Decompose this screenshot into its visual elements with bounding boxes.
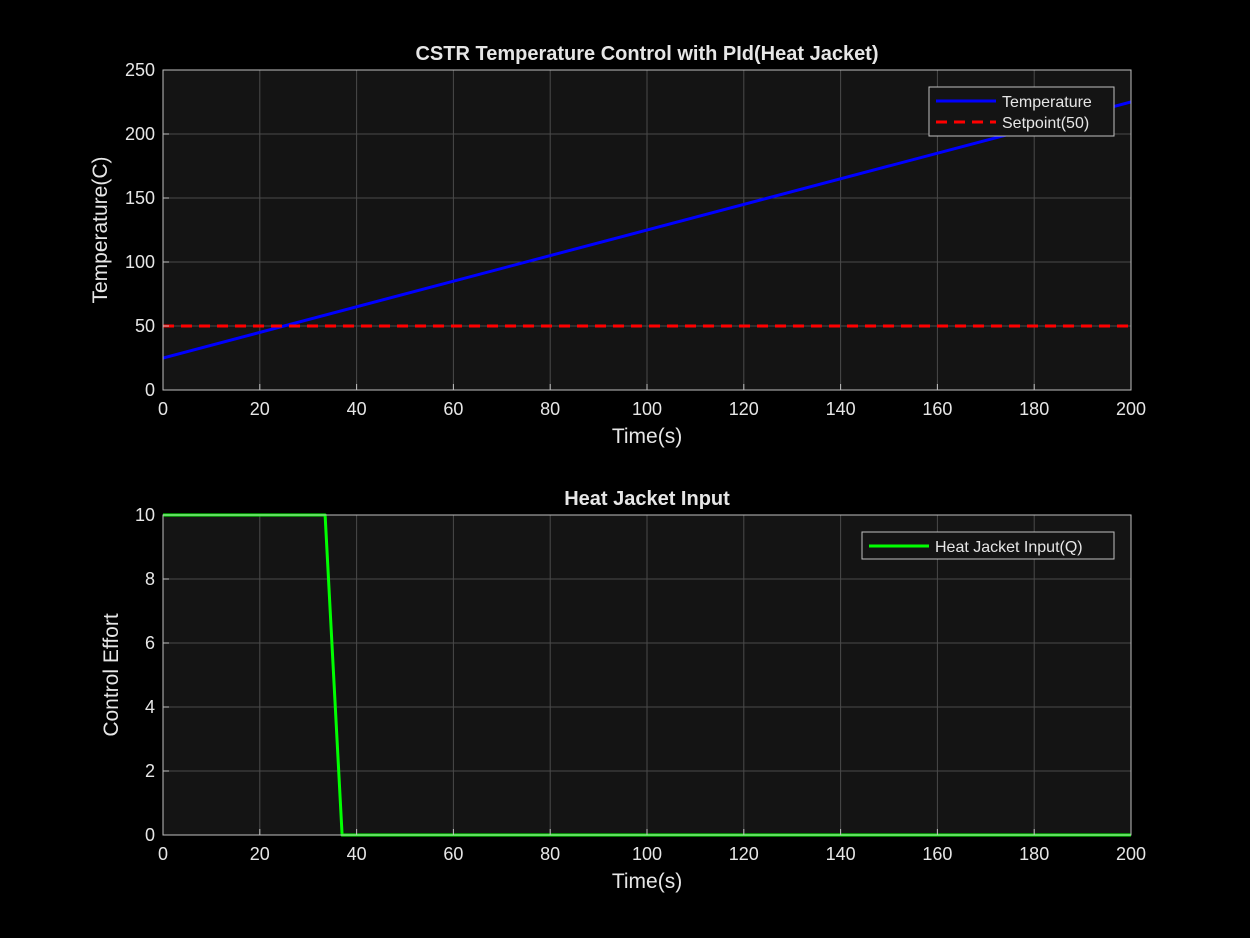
y-tick-label: 2 [145, 761, 155, 781]
legend-entry: Setpoint(50) [1002, 115, 1089, 132]
x-tick-label: 40 [347, 844, 367, 864]
y-tick-label: 150 [125, 188, 155, 208]
y-axis-label: Control Effort [100, 613, 123, 736]
x-tick-label: 160 [922, 844, 952, 864]
x-tick-label: 120 [729, 399, 759, 419]
series-line-temperature [163, 100, 1131, 360]
y-tick-label: 250 [125, 60, 155, 80]
x-tick-label: 80 [540, 844, 560, 864]
y-tick-label: 10 [135, 505, 155, 525]
x-tick-label: 200 [1116, 844, 1146, 864]
y-tick-label: 200 [125, 124, 155, 144]
legend-entry: Temperature [1002, 94, 1092, 111]
x-tick-label: 100 [632, 844, 662, 864]
y-axis-label: Temperature(C) [89, 156, 112, 303]
y-tick-label: 4 [145, 697, 155, 717]
y-tick-label: 0 [145, 825, 155, 845]
x-axis-label: Time(s) [612, 425, 682, 448]
x-tick-label: 20 [250, 844, 270, 864]
legend: Temperature Setpoint(50) [928, 86, 1115, 137]
y-tick-label: 6 [145, 633, 155, 653]
chart-title: CSTR Temperature Control with PId(Heat J… [415, 43, 878, 65]
chart-2: 0 20 40 60 80 100 120 140 160 180 200 0 2 4 6 8 10 Heat J… [100, 488, 1146, 893]
x-tick-label: 20 [250, 399, 270, 419]
x-tick-label: 140 [826, 399, 856, 419]
x-tick-label: 40 [347, 399, 367, 419]
x-tick-label: 180 [1019, 399, 1049, 419]
chart-1: 0 20 40 60 80 100 120 140 160 180 200 0 50 100 150 200 2… [89, 43, 1146, 448]
y-tick-label: 8 [145, 569, 155, 589]
x-tick-label: 200 [1116, 399, 1146, 419]
legend: Heat Jacket Input(Q) [861, 531, 1115, 560]
x-tick-label: 120 [729, 844, 759, 864]
y-tick-label: 50 [135, 316, 155, 336]
y-tick-label: 0 [145, 380, 155, 400]
legend-entry: Heat Jacket Input(Q) [935, 539, 1083, 556]
x-tick-label: 0 [158, 844, 168, 864]
legend-box [928, 86, 1115, 137]
x-tick-label: 140 [826, 844, 856, 864]
x-tick-label: 160 [922, 399, 952, 419]
x-axis-label: Time(s) [612, 870, 682, 893]
x-tick-label: 60 [443, 399, 463, 419]
x-tick-label: 60 [443, 844, 463, 864]
y-tick-label: 100 [125, 252, 155, 272]
x-tick-label: 0 [158, 399, 168, 419]
x-tick-label: 100 [632, 399, 662, 419]
x-tick-label: 180 [1019, 844, 1049, 864]
chart-title: Heat Jacket Input [564, 488, 730, 510]
x-tick-label: 80 [540, 399, 560, 419]
